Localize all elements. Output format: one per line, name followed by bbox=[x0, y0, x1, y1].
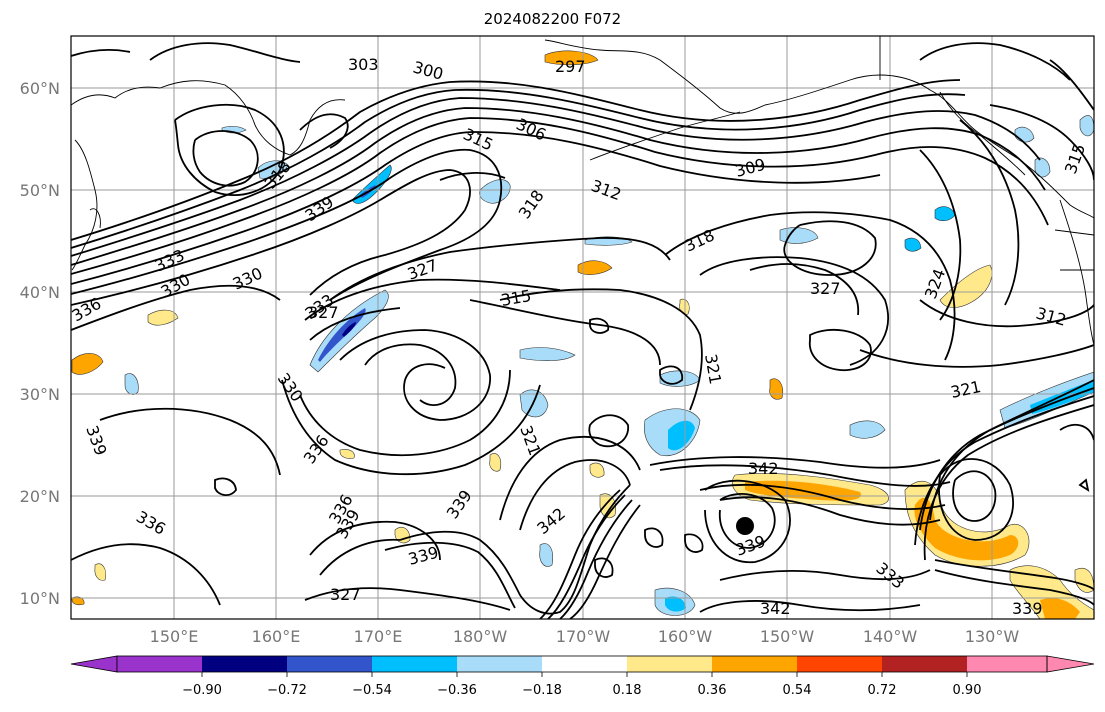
colorbar-under-arrow bbox=[70, 655, 118, 673]
colorbar-bin bbox=[117, 656, 202, 672]
lat-label: 20°N bbox=[20, 487, 60, 506]
colorbar-bin bbox=[712, 656, 797, 672]
map-title: 2024082200 F072 bbox=[483, 10, 622, 28]
plot-frame bbox=[70, 35, 1095, 620]
colorbar-bin bbox=[627, 656, 712, 672]
colorbar-bin bbox=[882, 656, 967, 672]
colorbar-tick-label: −0.54 bbox=[352, 683, 392, 698]
lat-label: 60°N bbox=[20, 79, 60, 98]
lat-label: 30°N bbox=[20, 385, 60, 404]
contour-label: 303 bbox=[348, 55, 379, 74]
lat-label: 50°N bbox=[20, 181, 60, 200]
colorbar-bin bbox=[542, 656, 627, 672]
colorbar-tick-label: −0.18 bbox=[522, 683, 562, 698]
colorbar-tick-label: −0.36 bbox=[437, 683, 477, 698]
colorbar-over-arrow bbox=[1046, 655, 1095, 673]
contour-label: 339 bbox=[1012, 599, 1043, 618]
contour-label: 297 bbox=[555, 57, 586, 76]
contour-lines bbox=[71, 42, 1094, 619]
colorbar-tick-label: 0.72 bbox=[868, 683, 897, 698]
lon-label: 150°E bbox=[150, 627, 199, 646]
contour-label: 342 bbox=[748, 459, 779, 478]
colorbar-bin bbox=[372, 656, 457, 672]
colorbar-frame bbox=[116, 655, 1048, 673]
colorbar-tick-label: −0.90 bbox=[182, 683, 222, 698]
longitude-labels: 150°E 160°E 170°E 180°W 170°W 160°W 150°… bbox=[150, 627, 1020, 646]
colorbar-bin bbox=[202, 656, 287, 672]
coastlines bbox=[71, 36, 1094, 346]
colorbar-tick-label: −0.72 bbox=[267, 683, 307, 698]
lat-label: 10°N bbox=[20, 589, 60, 608]
contour-label: 327 bbox=[330, 585, 361, 604]
contour-label: 327 bbox=[810, 279, 841, 298]
colorbar-tick-label: 0.36 bbox=[698, 683, 727, 698]
storm-marker bbox=[736, 517, 754, 535]
lon-label: 180°W bbox=[453, 627, 508, 646]
colorbar-tick-label: 0.18 bbox=[613, 683, 642, 698]
colorbar-bin bbox=[797, 656, 882, 672]
lon-label: 150°W bbox=[760, 627, 815, 646]
lon-label: 130°W bbox=[965, 627, 1020, 646]
lon-label: 170°W bbox=[556, 627, 611, 646]
latitude-labels: 60°N 50°N 40°N 30°N 20°N 10°N bbox=[20, 79, 60, 608]
lat-label: 40°N bbox=[20, 283, 60, 302]
colorbar-tick-label: 0.90 bbox=[953, 683, 982, 698]
colorbar: −0.90 −0.72 −0.54 −0.36 −0.18 0.18 0.36 … bbox=[70, 655, 1095, 698]
lon-label: 140°W bbox=[863, 627, 918, 646]
colorbar-bin bbox=[967, 656, 1047, 672]
colorbar-bin bbox=[457, 656, 542, 672]
colorbar-tick-label: 0.54 bbox=[783, 683, 812, 698]
contour-label: 327 bbox=[308, 303, 339, 322]
colorbar-bin bbox=[287, 656, 372, 672]
lon-label: 170°E bbox=[354, 627, 403, 646]
contour-label: 342 bbox=[760, 599, 791, 618]
lon-label: 160°W bbox=[658, 627, 713, 646]
lon-label: 160°E bbox=[252, 627, 301, 646]
